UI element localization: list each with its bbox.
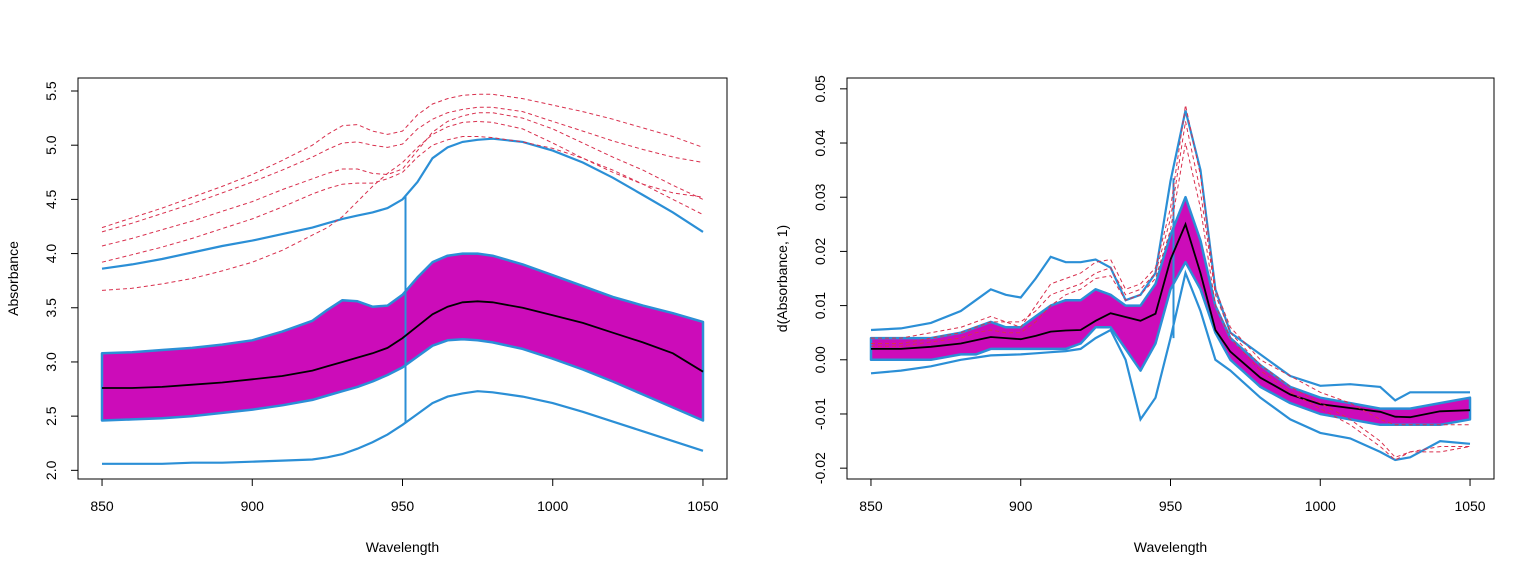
- y-axis-label: d(Absorbance, 1): [774, 225, 790, 332]
- plot-frame: [77, 77, 728, 480]
- x-axis: 850 900 950 1000 1050: [859, 478, 1486, 514]
- x-axis-label: Wavelength: [366, 539, 439, 555]
- median-curve: [871, 221, 1471, 419]
- outlier-curve-1: [101, 93, 704, 229]
- outlier-curve-1: [871, 104, 1470, 426]
- y-tick-label: 0.01: [812, 292, 828, 319]
- y-tick-label: 0.04: [812, 129, 828, 156]
- y-tick-label: 0.00: [812, 346, 828, 373]
- fence-layer: [101, 137, 704, 465]
- outlier-curve-4: [101, 136, 704, 263]
- y-tick-label: 2.5: [43, 406, 59, 426]
- outlier-layer: [871, 104, 1471, 461]
- y-tick-label: 5.0: [43, 135, 59, 155]
- y-tick-label: 3.5: [43, 298, 59, 318]
- y-tick-label: 4.5: [43, 189, 59, 209]
- upper-fence-line: [101, 137, 704, 270]
- y-tick-label: -0.02: [812, 452, 828, 484]
- y-tick-label: 3.0: [43, 352, 59, 372]
- outlier-curve-2: [101, 106, 704, 233]
- outlier-curve-5: [101, 120, 704, 291]
- median-layer: [871, 221, 1471, 419]
- x-tick-label: 1000: [1305, 498, 1336, 514]
- x-axis-label: Wavelength: [1134, 539, 1207, 555]
- x-tick-label: 1050: [1454, 498, 1485, 514]
- y-tick-label: 0.02: [812, 238, 828, 265]
- outlier-curve-3: [871, 142, 1471, 461]
- x-tick-label: 950: [1159, 498, 1183, 514]
- band-layer: [869, 195, 1472, 427]
- x-tick-label: 1050: [687, 498, 718, 514]
- y-tick-label: 4.0: [43, 244, 59, 264]
- y-tick-label: -0.01: [812, 398, 828, 430]
- y-tick-label: 0.05: [812, 75, 828, 102]
- y-tick-label: 5.5: [43, 81, 59, 101]
- y-axis: 2.0 2.5 3.0 3.5 4.0 4.5 5.0 5.5: [43, 81, 79, 480]
- outlier-curve-3: [101, 112, 704, 247]
- lower-fence-line: [870, 269, 1471, 462]
- central-region-band: [869, 195, 1472, 427]
- median-layer: [102, 300, 704, 389]
- x-tick-label: 850: [859, 498, 883, 514]
- x-tick-label: 950: [391, 498, 415, 514]
- y-tick-label: 0.03: [812, 183, 828, 210]
- median-curve: [102, 300, 704, 389]
- derivative-panel: 850 900 950 1000 1050 -0.02 -0.01 0.00 0.01 0.02…: [774, 75, 1495, 555]
- y-tick-label: 2.0: [43, 460, 59, 480]
- y-axis-label: Absorbance: [5, 241, 21, 316]
- x-tick-label: 1000: [537, 498, 568, 514]
- outlier-layer: [101, 93, 704, 291]
- x-axis: 850 900 950 1000 1050: [90, 478, 719, 514]
- y-axis: -0.02 -0.01 0.00 0.01 0.02 0.03 0.04 0.05: [812, 75, 848, 484]
- x-tick-label: 850: [90, 498, 114, 514]
- absorbance-panel: 850 900 950 1000 1050 2.0 2.5 3.0 3.5 4.0 4.5 5.0 5…: [5, 77, 728, 555]
- x-tick-label: 900: [241, 498, 265, 514]
- outlier-curve-2: [871, 121, 1470, 458]
- lower-fence-line: [102, 390, 704, 465]
- x-tick-label: 900: [1009, 498, 1033, 514]
